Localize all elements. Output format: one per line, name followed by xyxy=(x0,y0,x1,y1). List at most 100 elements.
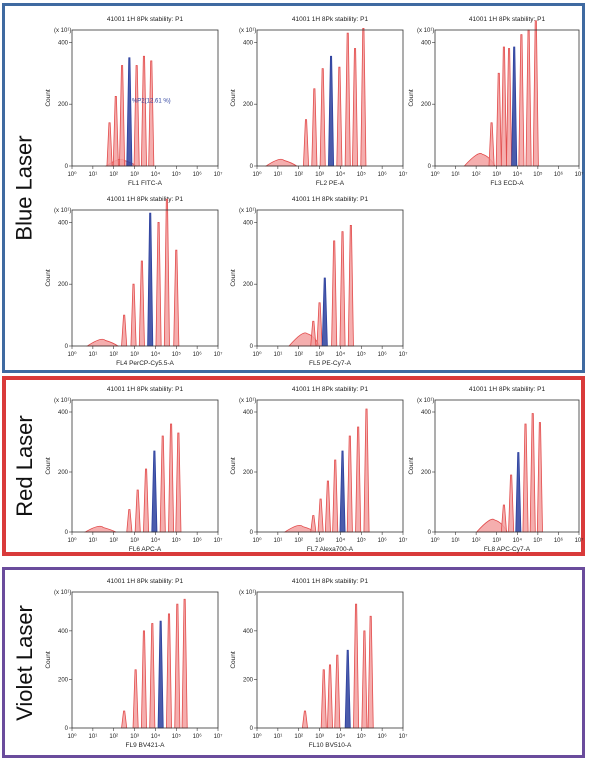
y-tick-label: 200 xyxy=(243,470,254,476)
bead-peak-2 xyxy=(311,88,318,167)
histogram-fl2-pe: 41001 1H 8Pk stability: P1 (x 10¹) Count FL… xyxy=(230,16,408,187)
y-multiplier: (x 10¹) xyxy=(239,590,256,596)
chart-title: 41001 1H 8Pk stability: P1 xyxy=(107,386,184,393)
y-tick-label: 200 xyxy=(243,677,254,683)
y-tick-label: 200 xyxy=(58,282,69,288)
bead-peak-1 xyxy=(320,669,327,729)
x-axis-label: FL7 Alexa700-A xyxy=(307,546,354,553)
bead-peak-2 xyxy=(495,72,502,167)
x-tick-label: 10⁰ xyxy=(252,537,262,544)
red-laser-label: Red Laser xyxy=(4,376,46,556)
x-tick-label: 10⁷ xyxy=(575,537,584,544)
histogram-fl7-alexa700: 41001 1H 8Pk stability: P1 (x 10¹) Count FL… xyxy=(230,386,407,553)
plot-frame xyxy=(256,29,404,167)
chart-title: 41001 1H 8Pk stability: P1 xyxy=(107,196,184,203)
y-tick-label: 0 xyxy=(250,530,254,536)
histogram-fl6-apc: 41001 1H 8Pk stability: P1 (x 10¹) Count FL… xyxy=(45,386,223,553)
y-tick-label: 400 xyxy=(243,40,254,46)
x-tick-label: 10⁶ xyxy=(554,537,564,544)
y-axis-label: Count xyxy=(230,457,237,475)
red-laser-label-text: Red Laser xyxy=(12,415,38,517)
bead-peak-3 xyxy=(500,46,507,167)
blue-laser-panel xyxy=(2,3,585,373)
x-tick-label: 10⁴ xyxy=(151,351,161,358)
bead-peak-3 xyxy=(319,68,326,167)
y-multiplier: (x 10¹) xyxy=(54,208,71,214)
y-axis-label: Count xyxy=(230,89,237,107)
highlight-peak-4 xyxy=(151,450,158,533)
bead-peak-8 xyxy=(532,20,539,167)
y-tick-label: 0 xyxy=(250,164,254,170)
x-tick-label: 10¹ xyxy=(274,734,283,740)
bead-peak-2 xyxy=(140,630,147,729)
x-tick-label: 10¹ xyxy=(89,352,98,358)
x-tick-label: 10⁷ xyxy=(399,171,408,178)
x-tick-label: 10⁵ xyxy=(172,171,182,178)
chart-title: 41001 1H 8Pk stability: P1 xyxy=(469,16,546,23)
bead-peak-0 xyxy=(121,710,128,729)
chart-title: 41001 1H 8Pk stability: P1 xyxy=(292,386,369,393)
plot-frame xyxy=(71,29,219,167)
plot-frame xyxy=(434,399,580,533)
y-tick-label: 200 xyxy=(58,470,69,476)
violet-laser-label-text: Violet Laser xyxy=(12,604,37,721)
y-tick-label: 0 xyxy=(65,164,69,170)
x-tick-label: 10⁰ xyxy=(430,171,440,178)
x-axis-label: FL6 APC-A xyxy=(129,546,162,553)
y-tick-label: 0 xyxy=(250,726,254,732)
x-tick-label: 10⁰ xyxy=(252,351,262,358)
x-tick-label: 10⁶ xyxy=(193,171,203,178)
x-tick-label: 10⁴ xyxy=(513,171,523,178)
x-tick-label: 10³ xyxy=(315,734,324,740)
x-tick-label: 10⁷ xyxy=(399,351,408,358)
bead-peak-4 xyxy=(332,459,339,533)
y-axis-label: Count xyxy=(45,89,52,107)
bead-peak-5 xyxy=(529,413,536,533)
x-tick-label: 10² xyxy=(294,352,303,358)
bead-peak-8 xyxy=(363,408,370,533)
x-tick-label: 10⁴ xyxy=(513,537,523,544)
histogram-fl9-bv421: 41001 1H 8Pk stability: P1 (x 10¹) Count FL… xyxy=(45,578,222,749)
bead-peak-2 xyxy=(326,664,334,729)
x-tick-label: 10⁰ xyxy=(67,733,77,740)
histogram-fl8-apc-cy7: 41001 1H 8Pk stability: P1 (x 10¹) Count FL… xyxy=(408,386,584,553)
bead-peak-2 xyxy=(316,302,323,347)
x-tick-label: 10⁵ xyxy=(357,171,367,178)
x-tick-label: 10³ xyxy=(315,172,324,178)
plot-frame xyxy=(256,591,404,729)
x-tick-label: 10¹ xyxy=(89,734,98,740)
bead-peak-6 xyxy=(518,34,525,167)
bead-peak-1 xyxy=(488,122,495,167)
bead-peak-6 xyxy=(346,435,353,533)
y-tick-label: 200 xyxy=(421,470,432,476)
bead-peak-3 xyxy=(119,65,126,167)
x-tick-label: 10² xyxy=(109,538,118,544)
bead-peak-6 xyxy=(163,198,170,347)
bead-peak-7 xyxy=(173,249,180,347)
y-multiplier: (x 10¹) xyxy=(54,28,71,34)
chart-title: 41001 1H 8Pk stability: P1 xyxy=(292,196,369,203)
x-tick-label: 10⁷ xyxy=(214,171,223,178)
x-tick-label: 10⁴ xyxy=(151,171,161,178)
x-tick-label: 10² xyxy=(294,538,303,544)
x-tick-label: 10² xyxy=(472,172,481,178)
bead-peak-1 xyxy=(310,515,317,533)
x-tick-label: 10⁷ xyxy=(214,537,223,544)
bead-peak-5 xyxy=(159,435,166,533)
x-tick-label: 10¹ xyxy=(274,352,283,358)
histogram-fl5-pe-cy7: 41001 1H 8Pk stability: P1 (x 10¹) Count FL… xyxy=(230,196,408,367)
y-axis-label: Count xyxy=(408,89,415,107)
x-tick-label: 10⁶ xyxy=(193,733,203,740)
highlight-peak-4 xyxy=(157,620,164,729)
red-laser-panel xyxy=(2,376,585,556)
highlight-peak-4 xyxy=(126,57,133,167)
bead-peak-1 xyxy=(106,122,113,167)
y-multiplier: (x 10¹) xyxy=(239,398,256,404)
x-tick-label: 10¹ xyxy=(274,172,283,178)
x-tick-label: 10⁰ xyxy=(252,733,262,740)
y-tick-label: 0 xyxy=(65,344,69,350)
highlight-peak-4 xyxy=(344,649,351,729)
x-tick-label: 10² xyxy=(294,172,303,178)
histogram-fl10-bv510: 41001 1H 8Pk stability: P1 (x 10¹) Count FL… xyxy=(230,578,407,749)
histogram-fl1-fitc: 41001 1H 8Pk stability: P1 (x 10¹) Count FL… xyxy=(45,16,223,187)
